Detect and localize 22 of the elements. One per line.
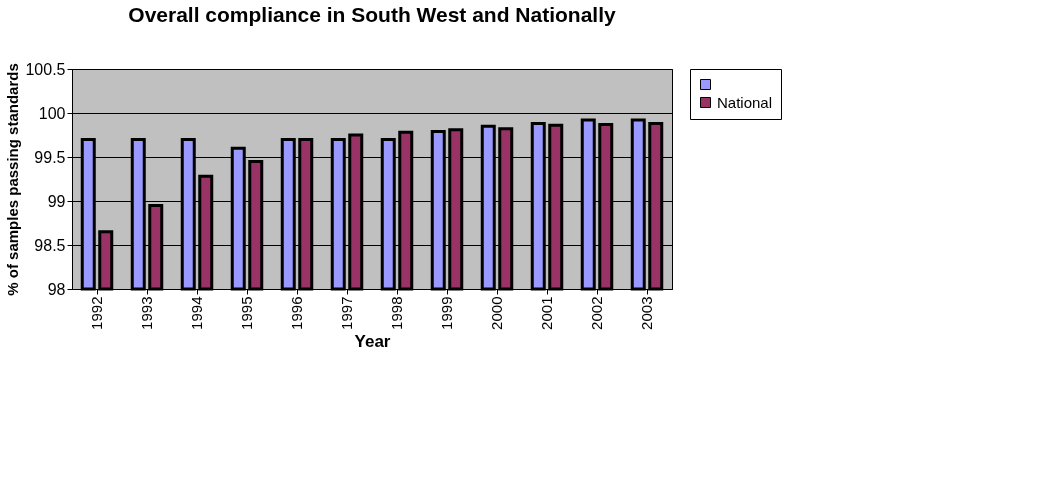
y-tick-label: 100.5 [25,60,66,78]
x-tick-label: 2000 [488,296,505,330]
x-tick-label: 2003 [638,296,655,330]
chart-title: Overall compliance in South West and Nationally [128,3,617,26]
x-tick-label: 1995 [238,296,255,330]
y-axis-title: % of samples passing standards [4,63,22,296]
y-tick-label: 99.5 [34,148,66,166]
x-tick-label: 1998 [388,296,405,330]
x-axis-title: Year [354,331,391,351]
x-tick-label: 1993 [138,296,155,330]
x-tick-label: 1994 [188,296,205,330]
x-tick-label: 1996 [288,296,305,330]
x-tick-label: 1992 [88,296,105,330]
x-tick-label: 1999 [438,296,455,330]
y-tick-label: 100 [38,104,66,122]
y-tick-label: 98.5 [34,236,66,254]
x-tick-label: 2001 [538,296,555,330]
x-tick-label: 1997 [338,296,355,330]
y-tick-label: 99 [47,192,66,210]
legend-label: National [717,93,773,111]
y-tick-label: 98 [47,280,66,298]
x-tick-label: 2002 [588,296,605,330]
